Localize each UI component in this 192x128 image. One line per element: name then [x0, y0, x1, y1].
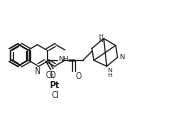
Text: Cl: Cl: [45, 71, 53, 80]
Text: N: N: [35, 67, 40, 76]
Text: H
N: H N: [98, 34, 103, 43]
Text: N: N: [120, 54, 125, 60]
Text: N
H: N H: [108, 68, 113, 78]
Text: O: O: [75, 72, 81, 81]
Text: Cl: Cl: [51, 90, 59, 99]
Text: O: O: [50, 71, 56, 80]
Text: NH: NH: [59, 56, 69, 62]
Text: Pt: Pt: [49, 81, 59, 90]
